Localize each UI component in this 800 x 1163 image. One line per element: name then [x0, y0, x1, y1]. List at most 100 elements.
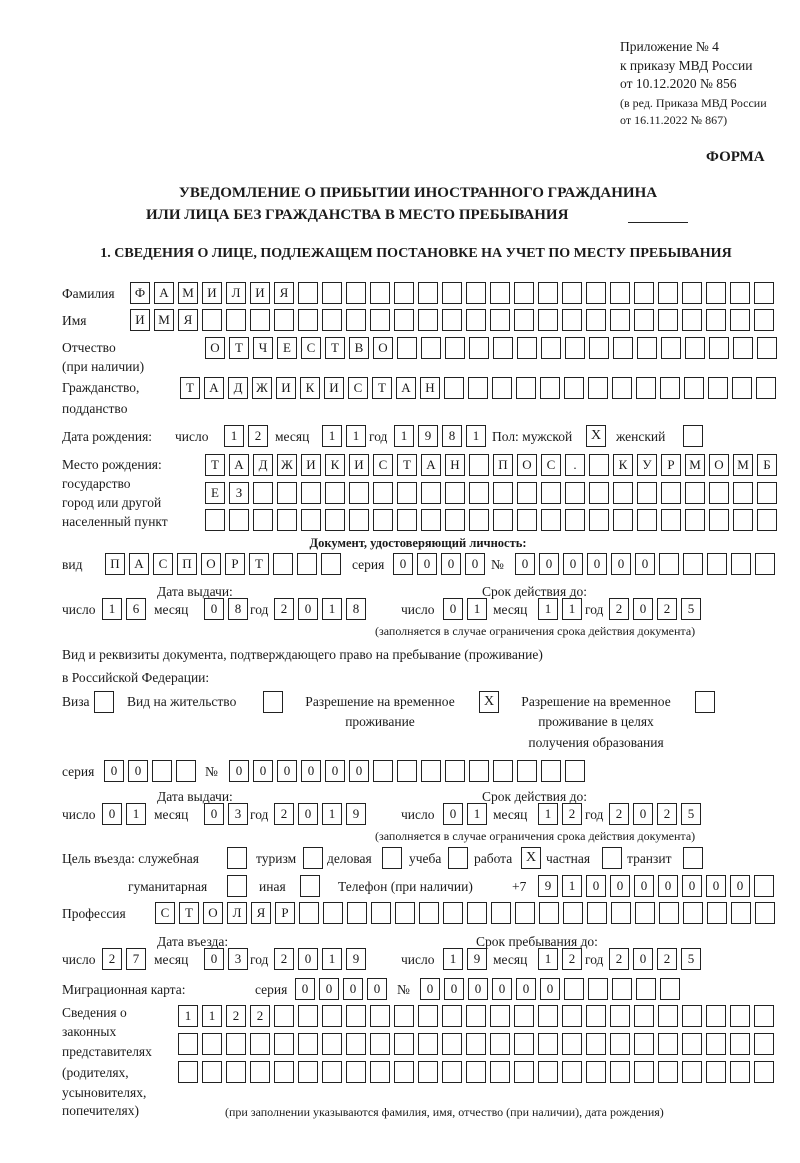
- char-box[interactable]: [589, 337, 609, 359]
- char-box[interactable]: [731, 902, 751, 924]
- char-box[interactable]: 0: [343, 978, 363, 1000]
- char-box[interactable]: Т: [205, 454, 225, 476]
- char-box[interactable]: [370, 1033, 390, 1055]
- char-box[interactable]: [730, 282, 750, 304]
- char-box[interactable]: 1: [443, 948, 463, 970]
- char-box[interactable]: [682, 1005, 702, 1027]
- char-box[interactable]: 0: [610, 875, 630, 897]
- char-box[interactable]: [469, 509, 489, 531]
- char-box[interactable]: [370, 309, 390, 331]
- char-box[interactable]: 0: [587, 553, 607, 575]
- char-box[interactable]: [539, 902, 559, 924]
- char-box[interactable]: [538, 1033, 558, 1055]
- char-box[interactable]: К: [325, 454, 345, 476]
- char-box[interactable]: А: [229, 454, 249, 476]
- char-box[interactable]: Н: [445, 454, 465, 476]
- char-box[interactable]: [442, 282, 462, 304]
- char-box[interactable]: Е: [205, 482, 225, 504]
- char-box[interactable]: [445, 337, 465, 359]
- char-box[interactable]: [635, 902, 655, 924]
- char-box[interactable]: С: [373, 454, 393, 476]
- char-box[interactable]: [660, 377, 680, 399]
- char-box[interactable]: 0: [367, 978, 387, 1000]
- char-box[interactable]: [540, 377, 560, 399]
- representatives-line3[interactable]: [178, 1061, 774, 1083]
- char-box[interactable]: [152, 760, 172, 782]
- char-box[interactable]: [370, 282, 390, 304]
- char-box[interactable]: 0: [468, 978, 488, 1000]
- char-box[interactable]: С: [155, 902, 175, 924]
- char-box[interactable]: [442, 1033, 462, 1055]
- char-box[interactable]: К: [613, 454, 633, 476]
- char-box[interactable]: [514, 1005, 534, 1027]
- char-box[interactable]: [226, 309, 246, 331]
- char-box[interactable]: .: [565, 454, 585, 476]
- char-box[interactable]: [586, 309, 606, 331]
- char-box[interactable]: [442, 309, 462, 331]
- char-box[interactable]: [373, 482, 393, 504]
- char-box[interactable]: 1: [224, 425, 244, 447]
- char-box[interactable]: Ж: [277, 454, 297, 476]
- char-box[interactable]: 1: [126, 803, 146, 825]
- char-box[interactable]: [730, 1005, 750, 1027]
- char-box[interactable]: А: [421, 454, 441, 476]
- char-box[interactable]: [637, 509, 657, 531]
- char-box[interactable]: Б: [757, 454, 777, 476]
- char-box[interactable]: [538, 282, 558, 304]
- char-box[interactable]: [683, 902, 703, 924]
- char-box[interactable]: [637, 482, 657, 504]
- char-box[interactable]: 0: [349, 760, 369, 782]
- char-box[interactable]: Ж: [252, 377, 272, 399]
- purpose-transit-checkbox[interactable]: [683, 847, 703, 869]
- char-box[interactable]: [634, 1005, 654, 1027]
- char-box[interactable]: Т: [249, 553, 269, 575]
- char-box[interactable]: 8: [442, 425, 462, 447]
- char-box[interactable]: [442, 1061, 462, 1083]
- char-box[interactable]: [298, 282, 318, 304]
- char-box[interactable]: [611, 902, 631, 924]
- char-box[interactable]: [443, 902, 463, 924]
- char-box[interactable]: [730, 1061, 750, 1083]
- char-box[interactable]: [466, 309, 486, 331]
- char-box[interactable]: 2: [609, 948, 629, 970]
- char-box[interactable]: [517, 509, 537, 531]
- char-box[interactable]: [298, 309, 318, 331]
- char-box[interactable]: [323, 902, 343, 924]
- char-box[interactable]: [754, 1033, 774, 1055]
- char-box[interactable]: [490, 1033, 510, 1055]
- char-box[interactable]: [322, 309, 342, 331]
- char-box[interactable]: [538, 309, 558, 331]
- char-box[interactable]: [634, 1033, 654, 1055]
- char-box[interactable]: [273, 553, 293, 575]
- char-box[interactable]: [274, 1005, 294, 1027]
- char-box[interactable]: [637, 337, 657, 359]
- char-box[interactable]: 9: [467, 948, 487, 970]
- char-box[interactable]: [538, 1061, 558, 1083]
- char-box[interactable]: [442, 1005, 462, 1027]
- char-box[interactable]: [466, 282, 486, 304]
- char-box[interactable]: [661, 482, 681, 504]
- char-box[interactable]: О: [205, 337, 225, 359]
- char-box[interactable]: [659, 902, 679, 924]
- char-box[interactable]: З: [229, 482, 249, 504]
- char-box[interactable]: 3: [228, 803, 248, 825]
- char-box[interactable]: [515, 902, 535, 924]
- char-box[interactable]: Р: [225, 553, 245, 575]
- char-box[interactable]: 2: [274, 803, 294, 825]
- char-box[interactable]: [178, 1033, 198, 1055]
- char-box[interactable]: [684, 377, 704, 399]
- char-box[interactable]: [301, 509, 321, 531]
